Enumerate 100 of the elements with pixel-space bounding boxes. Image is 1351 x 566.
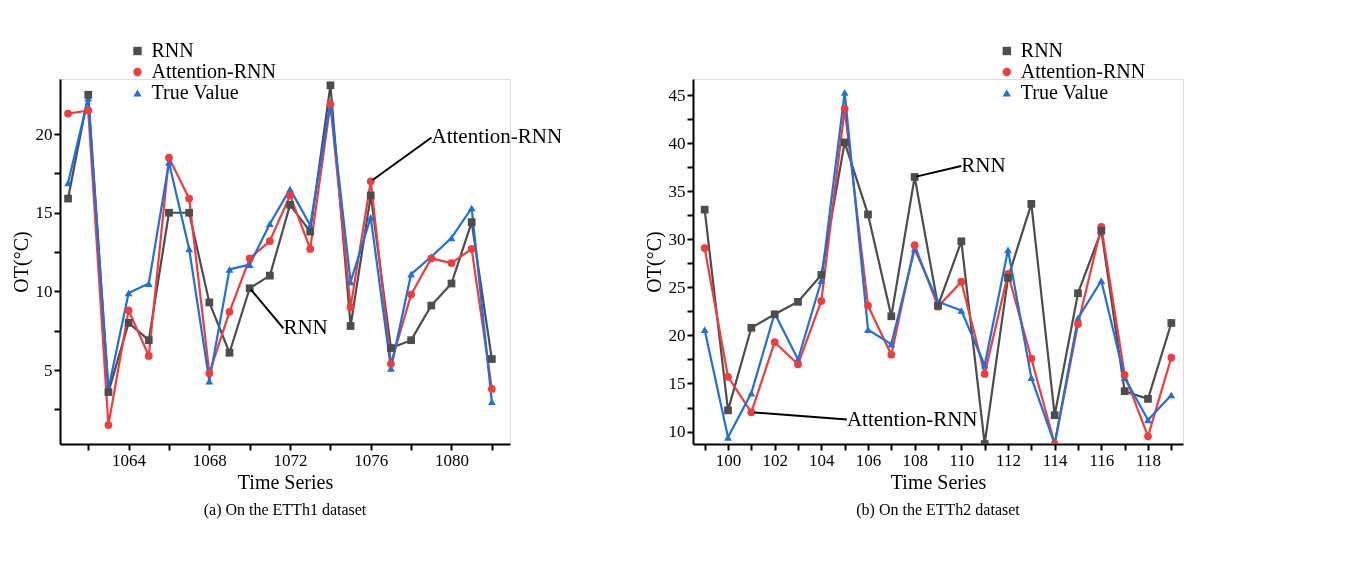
legend-label: Attention-RNN bbox=[151, 60, 276, 82]
point bbox=[1144, 416, 1152, 424]
x-tick-label: 1072 bbox=[273, 450, 308, 470]
point bbox=[124, 306, 133, 315]
point bbox=[104, 421, 113, 429]
annotation: Attention-RNN bbox=[846, 406, 978, 431]
point bbox=[747, 408, 756, 417]
point bbox=[487, 385, 496, 393]
point bbox=[910, 173, 919, 181]
point bbox=[487, 355, 496, 363]
point bbox=[185, 245, 194, 253]
y-tick-label: 15 bbox=[668, 373, 686, 393]
y-tick-label: 35 bbox=[668, 181, 686, 201]
point bbox=[770, 338, 779, 347]
point bbox=[957, 277, 966, 286]
point bbox=[64, 109, 72, 118]
point bbox=[447, 234, 456, 242]
point bbox=[447, 259, 456, 267]
x-axis-title: Time Series bbox=[237, 470, 334, 493]
y-tick-label: 10 bbox=[668, 422, 686, 442]
point bbox=[286, 200, 294, 209]
point bbox=[700, 326, 709, 334]
point bbox=[1004, 246, 1012, 254]
annotation: RNN bbox=[961, 153, 1006, 178]
legend-label: True Value bbox=[151, 81, 239, 103]
y-tick-label: 15 bbox=[35, 203, 53, 223]
point bbox=[1027, 354, 1036, 363]
y-tick-label: 25 bbox=[668, 277, 686, 297]
point bbox=[165, 153, 173, 162]
point bbox=[887, 312, 896, 321]
point bbox=[306, 227, 315, 236]
point bbox=[185, 194, 194, 203]
x-tick-label: 114 bbox=[1042, 450, 1069, 470]
point bbox=[346, 303, 355, 311]
point bbox=[165, 208, 173, 217]
point bbox=[84, 90, 93, 99]
point bbox=[245, 261, 254, 268]
point bbox=[817, 297, 826, 305]
point bbox=[205, 369, 214, 378]
point bbox=[1074, 289, 1082, 298]
text: (b) On the ETTh2 dataset bbox=[856, 501, 1021, 519]
y-tick-label: 40 bbox=[668, 133, 686, 153]
x-tick-label: 104 bbox=[809, 450, 836, 470]
point bbox=[957, 307, 966, 314]
point bbox=[366, 214, 375, 221]
point bbox=[306, 245, 315, 253]
point bbox=[185, 208, 194, 217]
point bbox=[910, 241, 919, 250]
y-tick-label: 30 bbox=[668, 229, 686, 249]
point bbox=[286, 191, 294, 200]
legend-label: True Value bbox=[1020, 81, 1109, 103]
point bbox=[407, 336, 415, 345]
x-tick-label: 106 bbox=[855, 450, 882, 470]
point bbox=[467, 245, 476, 253]
point bbox=[1074, 320, 1082, 328]
point bbox=[1050, 411, 1059, 420]
x-tick-label: 1064 bbox=[112, 450, 147, 470]
y-tick-label: 20 bbox=[668, 325, 686, 345]
point bbox=[467, 218, 476, 227]
point bbox=[225, 348, 234, 357]
point bbox=[700, 205, 709, 214]
point bbox=[864, 326, 872, 334]
point bbox=[427, 301, 436, 310]
point bbox=[366, 177, 375, 186]
x-tick-label: 112 bbox=[996, 450, 1021, 470]
point bbox=[1120, 370, 1129, 379]
annotation: RNN bbox=[283, 315, 328, 340]
x-tick-label: 1080 bbox=[434, 450, 469, 470]
point bbox=[245, 254, 254, 263]
x-tick-label: 116 bbox=[1089, 450, 1115, 470]
point bbox=[817, 271, 826, 279]
point bbox=[1027, 374, 1036, 382]
point bbox=[265, 271, 274, 280]
point bbox=[487, 398, 496, 405]
point bbox=[84, 106, 93, 115]
point bbox=[144, 352, 153, 360]
point bbox=[724, 406, 732, 415]
point bbox=[1120, 387, 1129, 396]
point bbox=[144, 280, 153, 287]
point bbox=[265, 220, 274, 228]
text: (a) On the ETTh1 dataset bbox=[203, 501, 367, 519]
y-tick-label: 45 bbox=[668, 85, 686, 105]
point bbox=[864, 210, 872, 219]
point bbox=[1144, 394, 1152, 403]
point bbox=[957, 237, 966, 246]
point bbox=[840, 89, 849, 96]
x-tick-label: 100 bbox=[715, 450, 742, 470]
x-tick-label: 108 bbox=[902, 450, 928, 470]
y-axis-title: OT(°C) bbox=[642, 231, 666, 293]
point bbox=[794, 360, 802, 369]
point bbox=[387, 344, 395, 352]
point bbox=[840, 104, 849, 113]
point bbox=[346, 322, 355, 330]
y-tick-label: 10 bbox=[35, 281, 53, 301]
point bbox=[225, 307, 234, 316]
point bbox=[817, 277, 826, 285]
point bbox=[864, 301, 872, 310]
point bbox=[326, 81, 335, 90]
x-tick-label: 110 bbox=[949, 450, 975, 470]
point bbox=[840, 138, 849, 147]
